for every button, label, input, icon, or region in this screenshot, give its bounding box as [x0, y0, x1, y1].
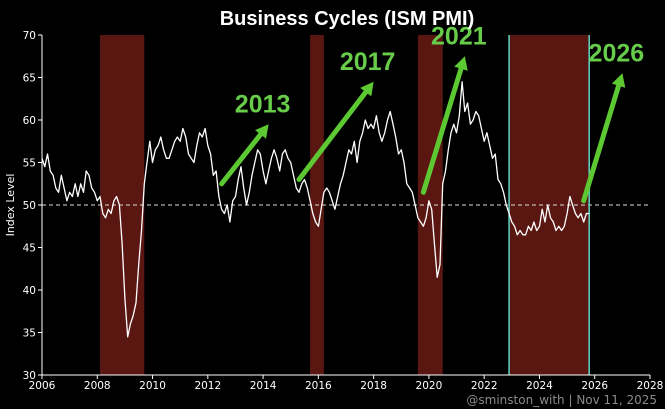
- annotation-label-2017: 2017: [340, 48, 396, 76]
- x-tick-label: 2012: [194, 380, 221, 392]
- series-group: [41, 81, 590, 338]
- x-tick-label: 2014: [250, 380, 277, 392]
- arrow-2026: [581, 83, 622, 204]
- x-tick-label: 2026: [581, 380, 608, 392]
- x-axis-ticks: 2006 2008 2010 2012 2014 2016 2018 2020 2022 2024…: [29, 375, 664, 392]
- vertical-markers: [508, 35, 590, 375]
- x-tick-label: 2028: [637, 380, 664, 392]
- arrow-head-2021: [454, 56, 468, 71]
- x-tick-label: 2008: [84, 380, 111, 392]
- arrow-2013: [219, 131, 264, 187]
- arrow-head-2026: [611, 73, 626, 88]
- x-tick-label: 2010: [139, 380, 166, 392]
- annotation-label-2013: 2013: [235, 90, 291, 118]
- y-tick-label: 50: [23, 200, 36, 212]
- arrow-2017: [296, 89, 369, 182]
- y-tick-label: 70: [23, 30, 36, 42]
- annotation-arrows: 2013 2017 2021 2026: [219, 22, 645, 204]
- annotation-label-2026: 2026: [589, 39, 645, 67]
- arrow-head-2017: [360, 81, 374, 97]
- chart-title: Business Cycles (ISM PMI): [220, 8, 475, 30]
- annotation-label-2021: 2021: [431, 22, 487, 50]
- y-tick-label: 45: [23, 243, 36, 255]
- y-axis-ticks: 30 35 40 45 50 55 60 65 70: [23, 30, 42, 382]
- y-tick-label: 65: [23, 73, 36, 85]
- y-tick-label: 35: [23, 328, 36, 340]
- arrow-head-2013: [255, 124, 269, 139]
- y-tick-label: 30: [23, 370, 36, 382]
- x-tick-label: 2018: [360, 380, 387, 392]
- y-tick-label: 55: [23, 158, 36, 170]
- series-line-1: [41, 81, 590, 338]
- y-tick-label: 60: [23, 115, 36, 127]
- x-tick-label: 2006: [29, 380, 56, 392]
- arrow-2021: [420, 66, 464, 195]
- x-tick-label: 2022: [471, 380, 498, 392]
- y-tick-label: 40: [23, 285, 36, 297]
- watermark: @sminston_with | Nov 11, 2025: [466, 393, 657, 407]
- x-tick-label: 2016: [305, 380, 332, 392]
- x-tick-label: 2020: [416, 380, 443, 392]
- y-axis-label: Index Level: [4, 174, 17, 237]
- x-tick-label: 2024: [526, 380, 553, 392]
